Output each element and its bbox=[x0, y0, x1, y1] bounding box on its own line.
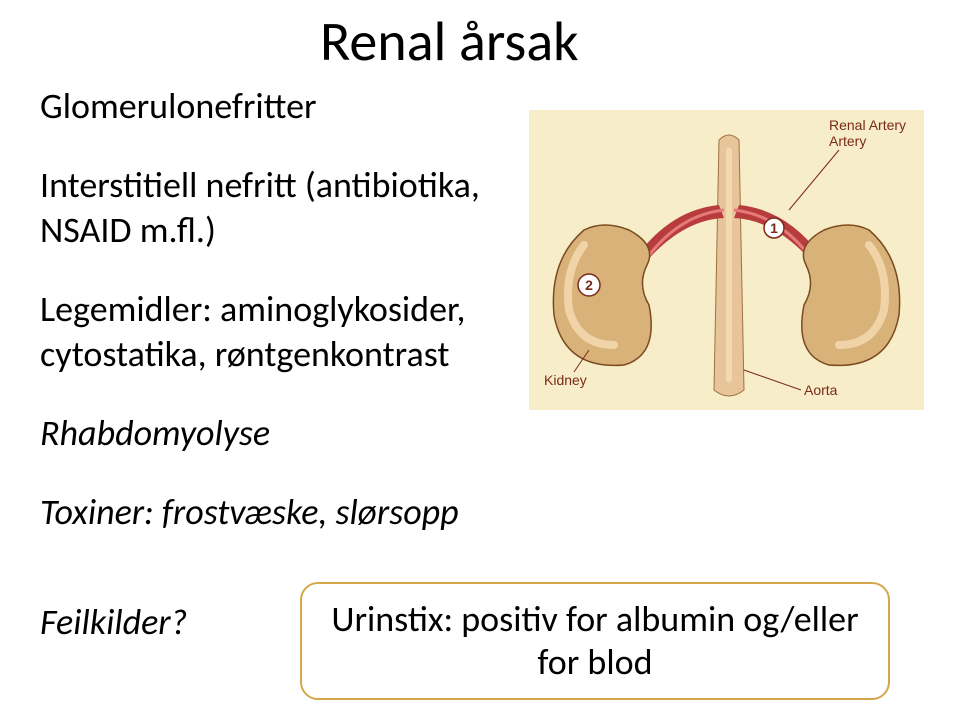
label-renal-artery-1: Renal Artery bbox=[829, 117, 906, 133]
urinstix-callout: Urinstix: positiv for albumin og/eller f… bbox=[300, 582, 890, 700]
slide-root: Renal årsak Glomerulonefritter Interstit… bbox=[0, 0, 959, 724]
label-kidney: Kidney bbox=[544, 372, 587, 388]
num1-text: 1 bbox=[770, 220, 778, 236]
line-interstitial: Interstitiell nefritt (antibiotika, NSAI… bbox=[40, 163, 510, 253]
line-toxiner: Toxiner: frostvæske, slørsopp bbox=[40, 490, 510, 535]
label-aorta: Aorta bbox=[804, 382, 838, 398]
line-feilkilder: Feilkilder? bbox=[40, 600, 187, 644]
line-glomerulo: Glomerulonefritter bbox=[40, 84, 510, 129]
line-rhabdo: Rhabdomyolyse bbox=[40, 411, 510, 456]
left-column: Glomerulonefritter Interstitiell nefritt… bbox=[40, 84, 510, 569]
kidney-svg: Renal Artery Artery 1 2 Kidney Aorta bbox=[529, 110, 924, 410]
label-renal-artery-2: Artery bbox=[829, 133, 866, 149]
aorta-highlight bbox=[726, 148, 732, 383]
num2-text: 2 bbox=[585, 277, 593, 293]
slide-title: Renal årsak bbox=[320, 8, 579, 76]
kidney-diagram: Renal Artery Artery 1 2 Kidney Aorta bbox=[529, 110, 924, 410]
urinstix-text: Urinstix: positiv for albumin og/eller f… bbox=[322, 598, 868, 684]
line-legemidler: Legemidler: aminoglykosider, cytostatika… bbox=[40, 287, 510, 377]
